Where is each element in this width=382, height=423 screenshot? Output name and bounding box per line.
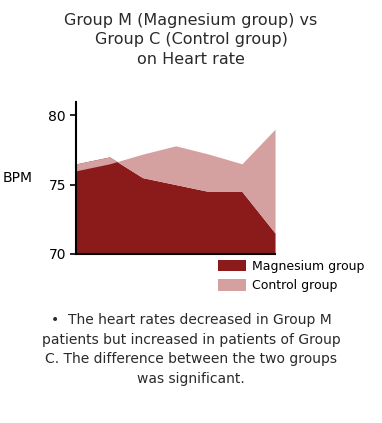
Text: •  The heart rates decreased in Group M
patients but increased in patients of Gr: • The heart rates decreased in Group M p… — [42, 313, 340, 385]
Legend: Magnesium group, Control group: Magnesium group, Control group — [218, 260, 364, 292]
Text: Group M (Magnesium group) vs
Group C (Control group)
on Heart rate: Group M (Magnesium group) vs Group C (Co… — [65, 13, 317, 67]
Y-axis label: BPM: BPM — [3, 170, 33, 185]
